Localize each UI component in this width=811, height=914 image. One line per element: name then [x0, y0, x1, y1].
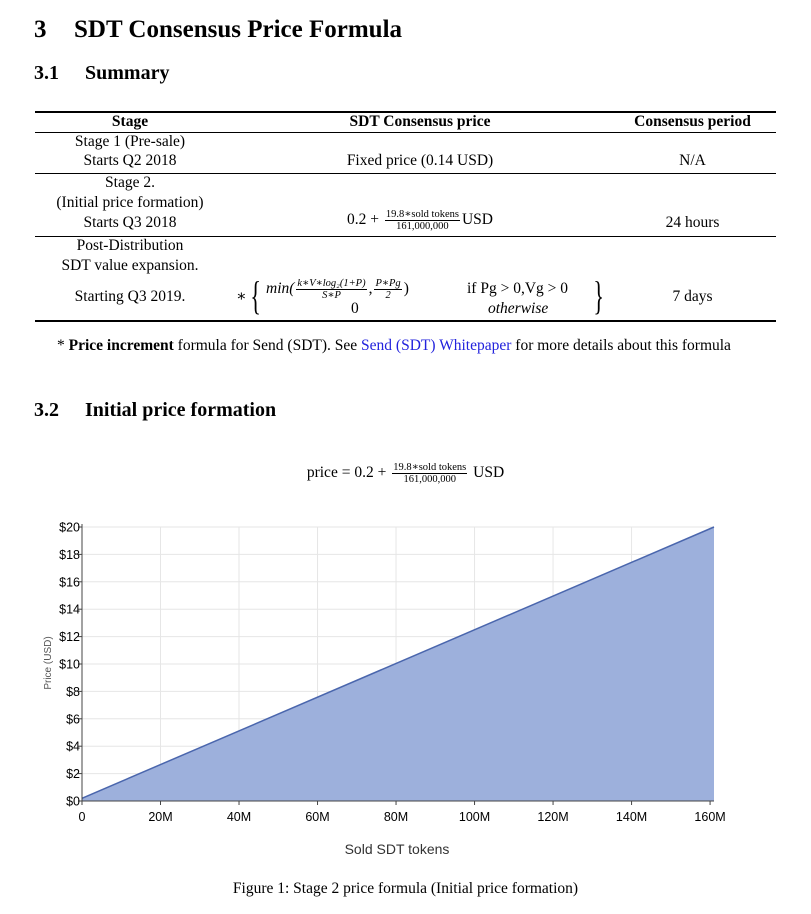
figure-caption: Figure 1: Stage 2 price formula (Initial…: [232, 880, 579, 897]
row2-fraction-denominator: 161,000,000: [396, 221, 449, 232]
subsection-initial-price-title: 3.2 Initial price formation: [34, 399, 276, 422]
row3-comma: ,: [368, 280, 373, 298]
figure-formula: price = 0.2 + 19.8∗sold tokens 161,000,0…: [0, 462, 811, 485]
section-title: 3 SDT Consensus Price Formula: [34, 16, 402, 44]
note-bold: Price increment: [68, 337, 174, 354]
row1-stage-line1: Stage 1 (Pre-sale): [74, 133, 186, 150]
row2-period: 24 hours: [665, 214, 720, 231]
row3-stage-line2: SDT value expansion.: [61, 257, 199, 274]
row2-stage-line2: (Initial price formation): [56, 194, 204, 211]
subsection-summary-title: 3.1 Summary: [34, 62, 169, 85]
row1-stage-line2: Starts Q2 2018: [83, 152, 177, 169]
table-header-period: Consensus period: [634, 113, 751, 130]
x-tick-label: 100M: [459, 810, 490, 824]
figure-formula-numerator: 19.8∗sold tokens: [392, 462, 468, 474]
figure-formula-prefix: price = 0.2 +: [306, 464, 387, 482]
table-bottom-rule: [35, 320, 776, 322]
subsection-number: 3.1: [34, 62, 59, 84]
row2-price-formula: 0.2 + 19.8∗sold tokens 161,000,000 USD: [280, 209, 560, 232]
row1-period: N/A: [679, 152, 706, 169]
right-brace-icon: }: [593, 273, 604, 318]
row3-min-text: min(: [266, 280, 295, 298]
x-tick-label: 0: [79, 810, 86, 824]
row3-fraction2-num: P∗Pg: [374, 278, 402, 290]
row2-stage-line3: Starts Q3 2018: [83, 214, 177, 231]
x-tick-label: 160M: [694, 810, 725, 824]
y-tick-label: $20: [59, 521, 80, 535]
x-tick-label: 80M: [384, 810, 408, 824]
note-text1: formula for Send (SDT). See: [173, 337, 362, 354]
x-tick-label: 60M: [305, 810, 329, 824]
y-tick-label: $2: [66, 767, 80, 781]
row2-price-prefix: 0.2 +: [347, 211, 380, 229]
chart-axes: [78, 524, 714, 805]
y-tick-label: $0: [66, 795, 80, 809]
x-tick-label: 120M: [537, 810, 568, 824]
y-tick-label: $16: [59, 575, 80, 589]
whitepaper-link[interactable]: Send (SDT) Whitepaper: [361, 337, 512, 354]
row3-fraction2-den: 2: [385, 290, 391, 301]
row3-fraction2: P∗Pg 2: [374, 278, 402, 301]
y-tick-label: $6: [66, 712, 80, 726]
table-header-stage: Stage: [111, 113, 149, 130]
row2-price-suffix: USD: [461, 211, 493, 229]
row3-fraction1-den: S∗P: [322, 290, 341, 301]
row3-case2-value: 0: [351, 300, 359, 317]
section-title-text: SDT Consensus Price Formula: [74, 16, 403, 43]
y-tick-label: $18: [59, 548, 80, 562]
y-tick-label: $14: [59, 603, 80, 617]
section-number: 3: [34, 16, 47, 43]
table-row-rule: [35, 236, 776, 237]
row3-star: ∗: [236, 288, 247, 305]
x-axis-label: Sold SDT tokens: [345, 841, 450, 857]
table-header-price: SDT Consensus price: [349, 113, 491, 130]
row3-case1: min(k∗V∗log₂(1+P) S∗P, P∗Pg 2): [266, 278, 409, 301]
figure-formula-fraction: 19.8∗sold tokens 161,000,000: [392, 462, 468, 485]
row3-stage-line1: Post-Distribution: [76, 237, 184, 254]
subsection-title-text: Summary: [85, 62, 170, 84]
row3-fraction1-num: k∗V∗log₂(1+P): [296, 278, 367, 290]
price-chart: $0 $2 $4 $6 $8 $10 $12 $14 $16 $18 $20 0 20M 40M 60M 8…: [43, 521, 726, 858]
y-tick-label: $4: [66, 740, 80, 754]
x-tick-label: 140M: [616, 810, 647, 824]
y-axis-label: Price (USD): [43, 636, 54, 689]
subsection-title-text: Initial price formation: [85, 399, 277, 421]
row3-close: ): [403, 280, 409, 298]
table-row-rule: [35, 173, 776, 174]
table-header-rule: [35, 132, 776, 133]
subsection-number: 3.2: [34, 399, 59, 421]
figure-formula-denominator: 161,000,000: [403, 474, 456, 485]
y-tick-labels: $0 $2 $4 $6 $8 $10 $12 $14 $16 $18 $20: [59, 521, 80, 809]
note-star: *: [57, 337, 65, 354]
row3-stage-line3: Starting Q3 2019.: [74, 288, 186, 305]
row3-condition2: otherwise: [488, 300, 549, 317]
row3-price-formula: ∗ { min(k∗V∗log₂(1+P) S∗P, P∗Pg 2) if Pg > …: [236, 276, 616, 320]
x-tick-label: 20M: [148, 810, 172, 824]
x-tick-label: 40M: [227, 810, 251, 824]
chart-area-layer: [81, 526, 715, 801]
y-tick-label: $8: [66, 685, 80, 699]
y-tick-label: $12: [59, 630, 80, 644]
note-text2: for more details about this formula: [511, 337, 731, 354]
y-tick-label: $10: [59, 658, 80, 672]
row2-price-fraction: 19.8∗sold tokens 161,000,000: [384, 209, 460, 232]
price-series-line: [81, 526, 715, 799]
row3-condition1: if Pg > 0,Vg > 0: [467, 280, 569, 297]
row3-period: 7 days: [672, 288, 713, 305]
figure-formula-suffix: USD: [473, 464, 505, 482]
x-tick-labels: 0 20M 40M 60M 80M 100M 120M 140M 160M: [79, 810, 726, 824]
table-footnote: * Price increment formula for Send (SDT)…: [35, 336, 777, 356]
left-brace-icon: {: [250, 273, 261, 318]
table-top-rule: [35, 111, 776, 113]
row2-stage-line1: Stage 2.: [105, 174, 155, 191]
row3-fraction1: k∗V∗log₂(1+P) S∗P: [296, 278, 367, 301]
row1-price: Fixed price (0.14 USD): [346, 152, 494, 169]
row2-fraction-numerator: 19.8∗sold tokens: [384, 209, 460, 221]
